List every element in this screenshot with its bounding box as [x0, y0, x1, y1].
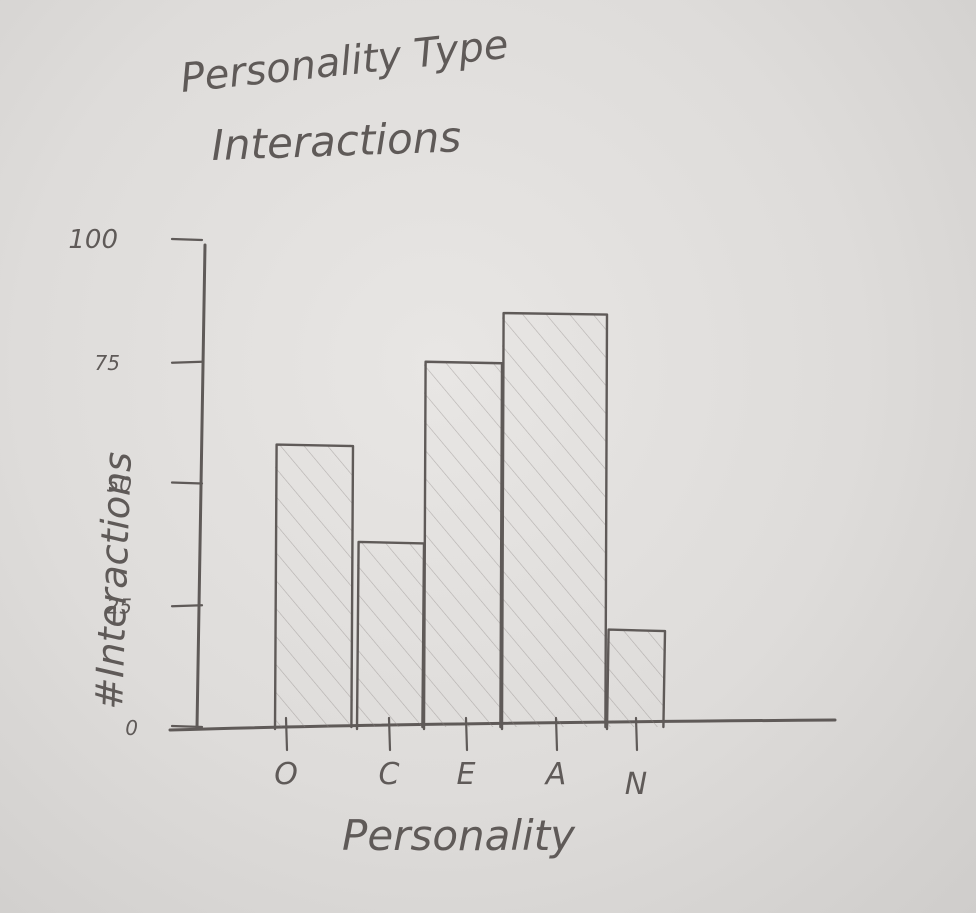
- bar-n: [605, 628, 667, 731]
- bar-n-fill: [607, 629, 665, 727]
- bar-e-fill: [424, 361, 502, 727]
- y-tick-label-100: 100: [68, 225, 118, 255]
- bar-a-fill: [502, 313, 607, 727]
- bar-o: [273, 443, 355, 731]
- y-tick-label-75: 75: [95, 351, 120, 375]
- y-axis-label: #Interactions: [87, 451, 140, 710]
- bar-a: [500, 311, 609, 731]
- y-tick-mark-75: [170, 360, 204, 364]
- y-tick-mark-25: [170, 604, 204, 608]
- x-tick-label-e: E: [457, 757, 476, 792]
- y-tick-mark-100: [170, 237, 204, 242]
- x-tick-label-o: O: [274, 757, 298, 792]
- bar-e: [422, 360, 504, 731]
- y-tick-mark-50: [170, 481, 204, 485]
- x-tick-mark-e: [464, 716, 469, 752]
- x-tick-mark-o: [284, 716, 289, 752]
- x-tick-label-n: N: [625, 767, 647, 802]
- x-tick-mark-n: [634, 716, 639, 752]
- chart-title-line1: Personality Type: [178, 22, 510, 102]
- x-tick-label-c: C: [379, 757, 400, 792]
- y-tick-label-50: 50: [107, 473, 132, 497]
- bar-c: [355, 540, 426, 731]
- bar-c-fill: [357, 541, 424, 727]
- chart-title-line2: Interactions: [211, 112, 462, 170]
- y-tick-label-25: 25: [107, 594, 132, 618]
- y-ticks-group: 0 25 50 75 100: [68, 225, 204, 740]
- x-tick-label-a: A: [544, 757, 567, 792]
- x-axis-label: Personality: [342, 811, 576, 860]
- bar-o-fill: [275, 444, 353, 727]
- x-tick-mark-c: [387, 716, 392, 752]
- y-axis-line: [195, 243, 207, 730]
- y-tick-mark-0: [170, 724, 204, 729]
- y-tick-label-0: 0: [125, 716, 138, 740]
- bars-group: [273, 311, 667, 731]
- x-tick-mark-a: [554, 716, 559, 752]
